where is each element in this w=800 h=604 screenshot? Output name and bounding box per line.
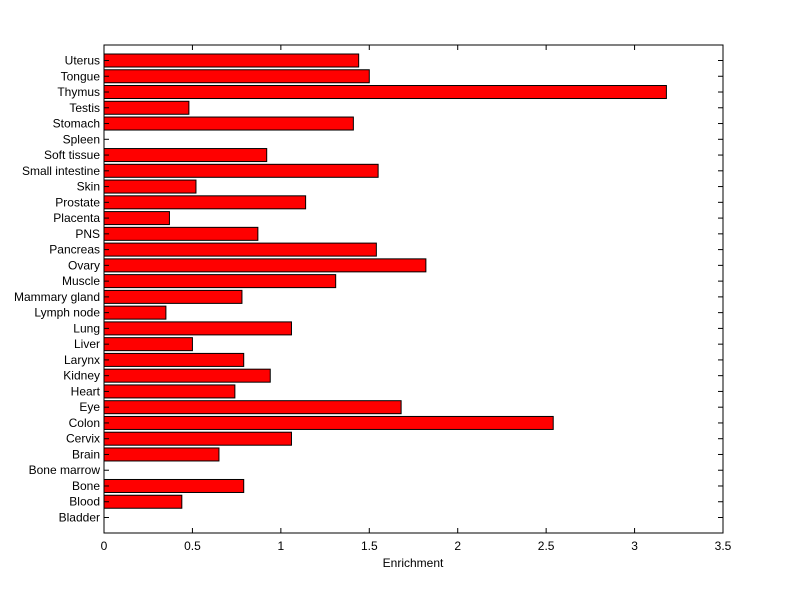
- y-tick-label: Heart: [71, 384, 101, 398]
- bar-kidney: [103, 368, 271, 383]
- bar-lung: [103, 321, 292, 336]
- bar-tongue: [103, 69, 370, 84]
- y-tick-label: Stomach: [53, 117, 100, 131]
- y-tick-label: Ovary: [68, 258, 100, 272]
- x-tick-label: 2: [454, 539, 461, 553]
- y-tick-label: Thymus: [57, 85, 100, 99]
- bar-placenta: [103, 211, 170, 226]
- y-tick-label: Muscle: [62, 274, 100, 288]
- plot-frame: [103, 44, 724, 534]
- bar-soft-tissue: [103, 148, 268, 163]
- x-axis-label: Enrichment: [383, 556, 444, 570]
- y-tick-label: Bone: [72, 479, 100, 493]
- x-tick-label: 3.5: [715, 539, 732, 553]
- y-tick-label: Prostate: [55, 195, 100, 209]
- bar-bone: [103, 478, 245, 493]
- bar-blood: [103, 494, 183, 509]
- y-tick-label: Larynx: [64, 353, 100, 367]
- bar-stomach: [103, 116, 354, 131]
- bar-pns: [103, 226, 259, 241]
- y-tick-label: Brain: [72, 447, 100, 461]
- y-tick-label: Tongue: [61, 69, 101, 83]
- y-tick-label: Uterus: [65, 54, 100, 68]
- bar-prostate: [103, 195, 307, 210]
- bar-thymus: [103, 85, 667, 100]
- bar-heart: [103, 384, 236, 399]
- bar-pancreas: [103, 242, 377, 257]
- bar-lymph-node: [103, 305, 167, 320]
- bar-muscle: [103, 274, 337, 289]
- bar-uterus: [103, 53, 360, 68]
- y-tick-label: Mammary gland: [14, 290, 100, 304]
- y-tick-label: Spleen: [63, 132, 100, 146]
- y-tick-label: Pancreas: [49, 243, 100, 257]
- y-tick-label: Bone marrow: [29, 463, 101, 477]
- y-tick-label: Lung: [73, 321, 100, 335]
- y-tick-label: Small intestine: [22, 164, 100, 178]
- y-tick-label: Testis: [69, 101, 100, 115]
- bar-testis: [103, 100, 190, 115]
- y-tick-label: PNS: [75, 227, 100, 241]
- y-tick-label: Blood: [69, 495, 100, 509]
- y-tick-label: Soft tissue: [44, 148, 100, 162]
- y-tick-label: Placenta: [53, 211, 100, 225]
- x-tick-label: 0.5: [184, 539, 201, 553]
- y-tick-label: Lymph node: [34, 306, 100, 320]
- bar-ovary: [103, 258, 427, 273]
- bar-brain: [103, 447, 220, 462]
- bar-skin: [103, 179, 197, 194]
- bar-liver: [103, 337, 193, 352]
- bar-cervix: [103, 431, 292, 446]
- y-tick-label: Colon: [69, 416, 100, 430]
- x-tick-label: 1: [278, 539, 285, 553]
- bar-colon: [103, 415, 554, 430]
- bar-small-intestine: [103, 163, 379, 178]
- y-tick-label: Kidney: [63, 369, 100, 383]
- y-tick-label: Liver: [74, 337, 100, 351]
- x-tick-label: 2.5: [538, 539, 555, 553]
- bar-eye: [103, 400, 402, 415]
- x-tick-label: 3: [631, 539, 638, 553]
- y-tick-label: Skin: [77, 180, 100, 194]
- x-tick-label: 0: [101, 539, 108, 553]
- y-tick-label: Cervix: [66, 432, 100, 446]
- y-tick-label: Bladder: [59, 511, 100, 525]
- x-tick-label: 1.5: [361, 539, 378, 553]
- bar-larynx: [103, 352, 245, 367]
- bar-mammary-gland: [103, 289, 243, 304]
- y-tick-label: Eye: [79, 400, 100, 414]
